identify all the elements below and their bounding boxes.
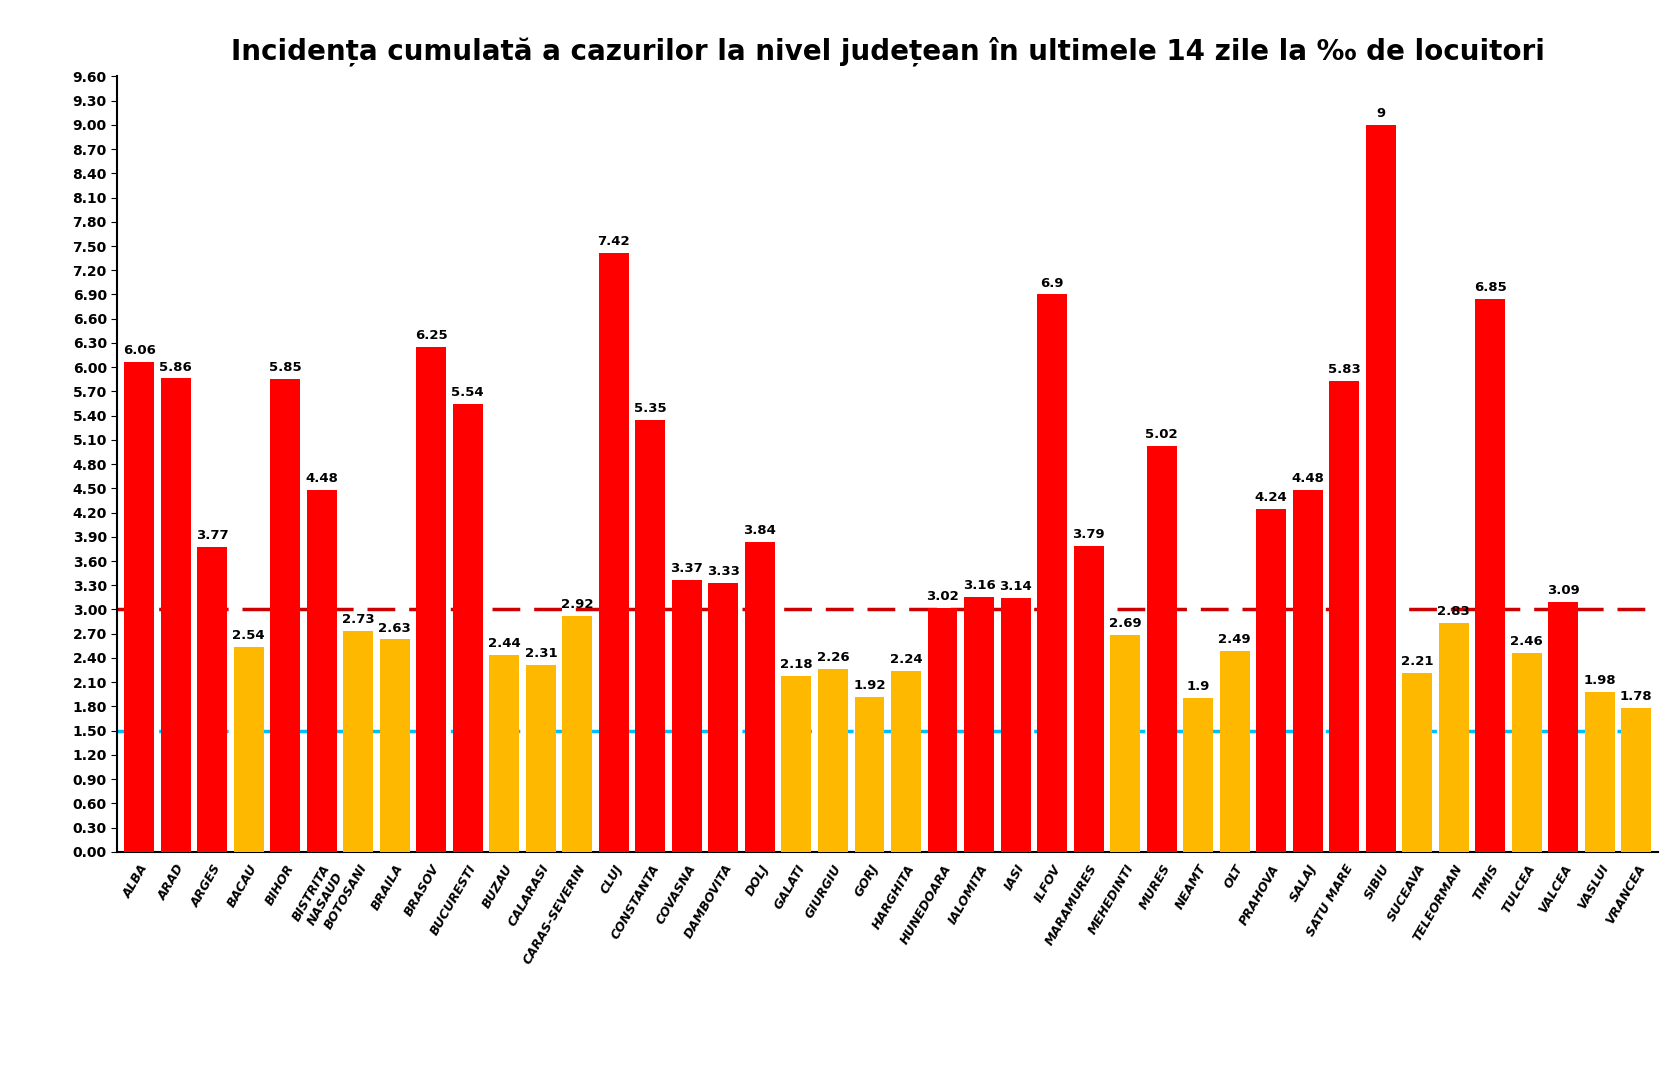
Text: 6.85: 6.85 xyxy=(1474,281,1506,294)
Text: 2.24: 2.24 xyxy=(889,653,923,666)
Bar xyxy=(891,670,921,852)
Bar xyxy=(1183,698,1213,852)
Bar xyxy=(1548,602,1578,852)
Bar xyxy=(600,252,628,852)
Text: 2.26: 2.26 xyxy=(817,652,849,664)
Bar xyxy=(489,655,519,852)
Bar xyxy=(526,665,556,852)
Bar xyxy=(965,596,993,852)
Bar xyxy=(235,646,263,852)
Bar xyxy=(270,379,300,852)
Bar xyxy=(1256,509,1286,852)
Bar xyxy=(1000,598,1030,852)
Text: 2.69: 2.69 xyxy=(1109,617,1141,630)
Bar xyxy=(343,631,374,852)
Text: 4.48: 4.48 xyxy=(1291,472,1325,485)
Bar xyxy=(854,697,884,852)
Text: 6.25: 6.25 xyxy=(415,329,447,342)
Text: 1.92: 1.92 xyxy=(853,679,886,692)
Text: 5.54: 5.54 xyxy=(452,387,484,400)
Text: 2.46: 2.46 xyxy=(1511,636,1543,649)
Text: 2.44: 2.44 xyxy=(487,637,521,650)
Text: 2.49: 2.49 xyxy=(1218,633,1251,645)
Text: 1.98: 1.98 xyxy=(1583,674,1616,687)
Text: 1.9: 1.9 xyxy=(1186,680,1209,693)
Bar xyxy=(817,669,848,852)
Bar xyxy=(1476,298,1506,852)
Bar xyxy=(782,676,811,852)
Bar xyxy=(380,639,410,852)
Bar xyxy=(124,363,154,852)
Text: 1.78: 1.78 xyxy=(1620,690,1653,703)
Text: 3.16: 3.16 xyxy=(963,579,995,592)
Bar xyxy=(745,542,776,852)
Text: 3.09: 3.09 xyxy=(1548,584,1580,597)
Text: 4.48: 4.48 xyxy=(305,472,338,485)
Bar xyxy=(1147,447,1176,852)
Bar xyxy=(1037,295,1067,852)
Text: 6.06: 6.06 xyxy=(122,344,156,357)
Text: 2.73: 2.73 xyxy=(342,614,375,627)
Bar xyxy=(1439,624,1469,852)
Text: 3.33: 3.33 xyxy=(707,565,740,578)
Bar xyxy=(709,583,739,852)
Text: 6.9: 6.9 xyxy=(1040,276,1064,289)
Text: 4.24: 4.24 xyxy=(1255,491,1288,505)
Bar xyxy=(1513,653,1541,852)
Bar xyxy=(307,490,337,852)
Bar xyxy=(417,347,446,852)
Bar xyxy=(161,379,191,852)
Text: 3.84: 3.84 xyxy=(744,524,777,537)
Text: 2.83: 2.83 xyxy=(1437,605,1471,618)
Bar xyxy=(1219,651,1250,852)
Bar xyxy=(452,404,482,852)
Text: 3.14: 3.14 xyxy=(1000,580,1032,593)
Bar xyxy=(198,547,228,852)
Text: 2.63: 2.63 xyxy=(379,621,410,634)
Text: 2.31: 2.31 xyxy=(524,648,558,661)
Text: 2.21: 2.21 xyxy=(1400,655,1434,668)
Bar xyxy=(635,419,665,852)
Bar xyxy=(1111,634,1141,852)
Bar xyxy=(672,580,702,852)
Text: 5.35: 5.35 xyxy=(635,402,667,415)
Bar xyxy=(1402,674,1432,852)
Text: 2.54: 2.54 xyxy=(233,629,265,642)
Bar xyxy=(1621,708,1652,852)
Text: 3.37: 3.37 xyxy=(670,561,703,574)
Text: 5.02: 5.02 xyxy=(1146,428,1178,441)
Text: 5.85: 5.85 xyxy=(270,361,302,375)
Text: 3.77: 3.77 xyxy=(196,530,228,543)
Bar xyxy=(563,616,593,852)
Bar xyxy=(1074,546,1104,852)
Text: 3.79: 3.79 xyxy=(1072,527,1106,541)
Text: 5.83: 5.83 xyxy=(1328,363,1360,376)
Bar xyxy=(1365,124,1395,852)
Bar xyxy=(1293,490,1323,852)
Text: 7.42: 7.42 xyxy=(598,235,630,248)
Text: 2.92: 2.92 xyxy=(561,598,593,612)
Text: 2.18: 2.18 xyxy=(781,657,812,670)
Bar xyxy=(1330,381,1358,852)
Text: 5.86: 5.86 xyxy=(159,360,193,373)
Text: 3.02: 3.02 xyxy=(926,590,958,603)
Bar xyxy=(1585,692,1615,852)
Bar xyxy=(928,608,958,852)
Text: 9: 9 xyxy=(1377,107,1385,120)
Title: Incidența cumulată a cazurilor la nivel județean în ultimele 14 zile la ‰ de loc: Incidența cumulată a cazurilor la nivel … xyxy=(231,37,1544,67)
